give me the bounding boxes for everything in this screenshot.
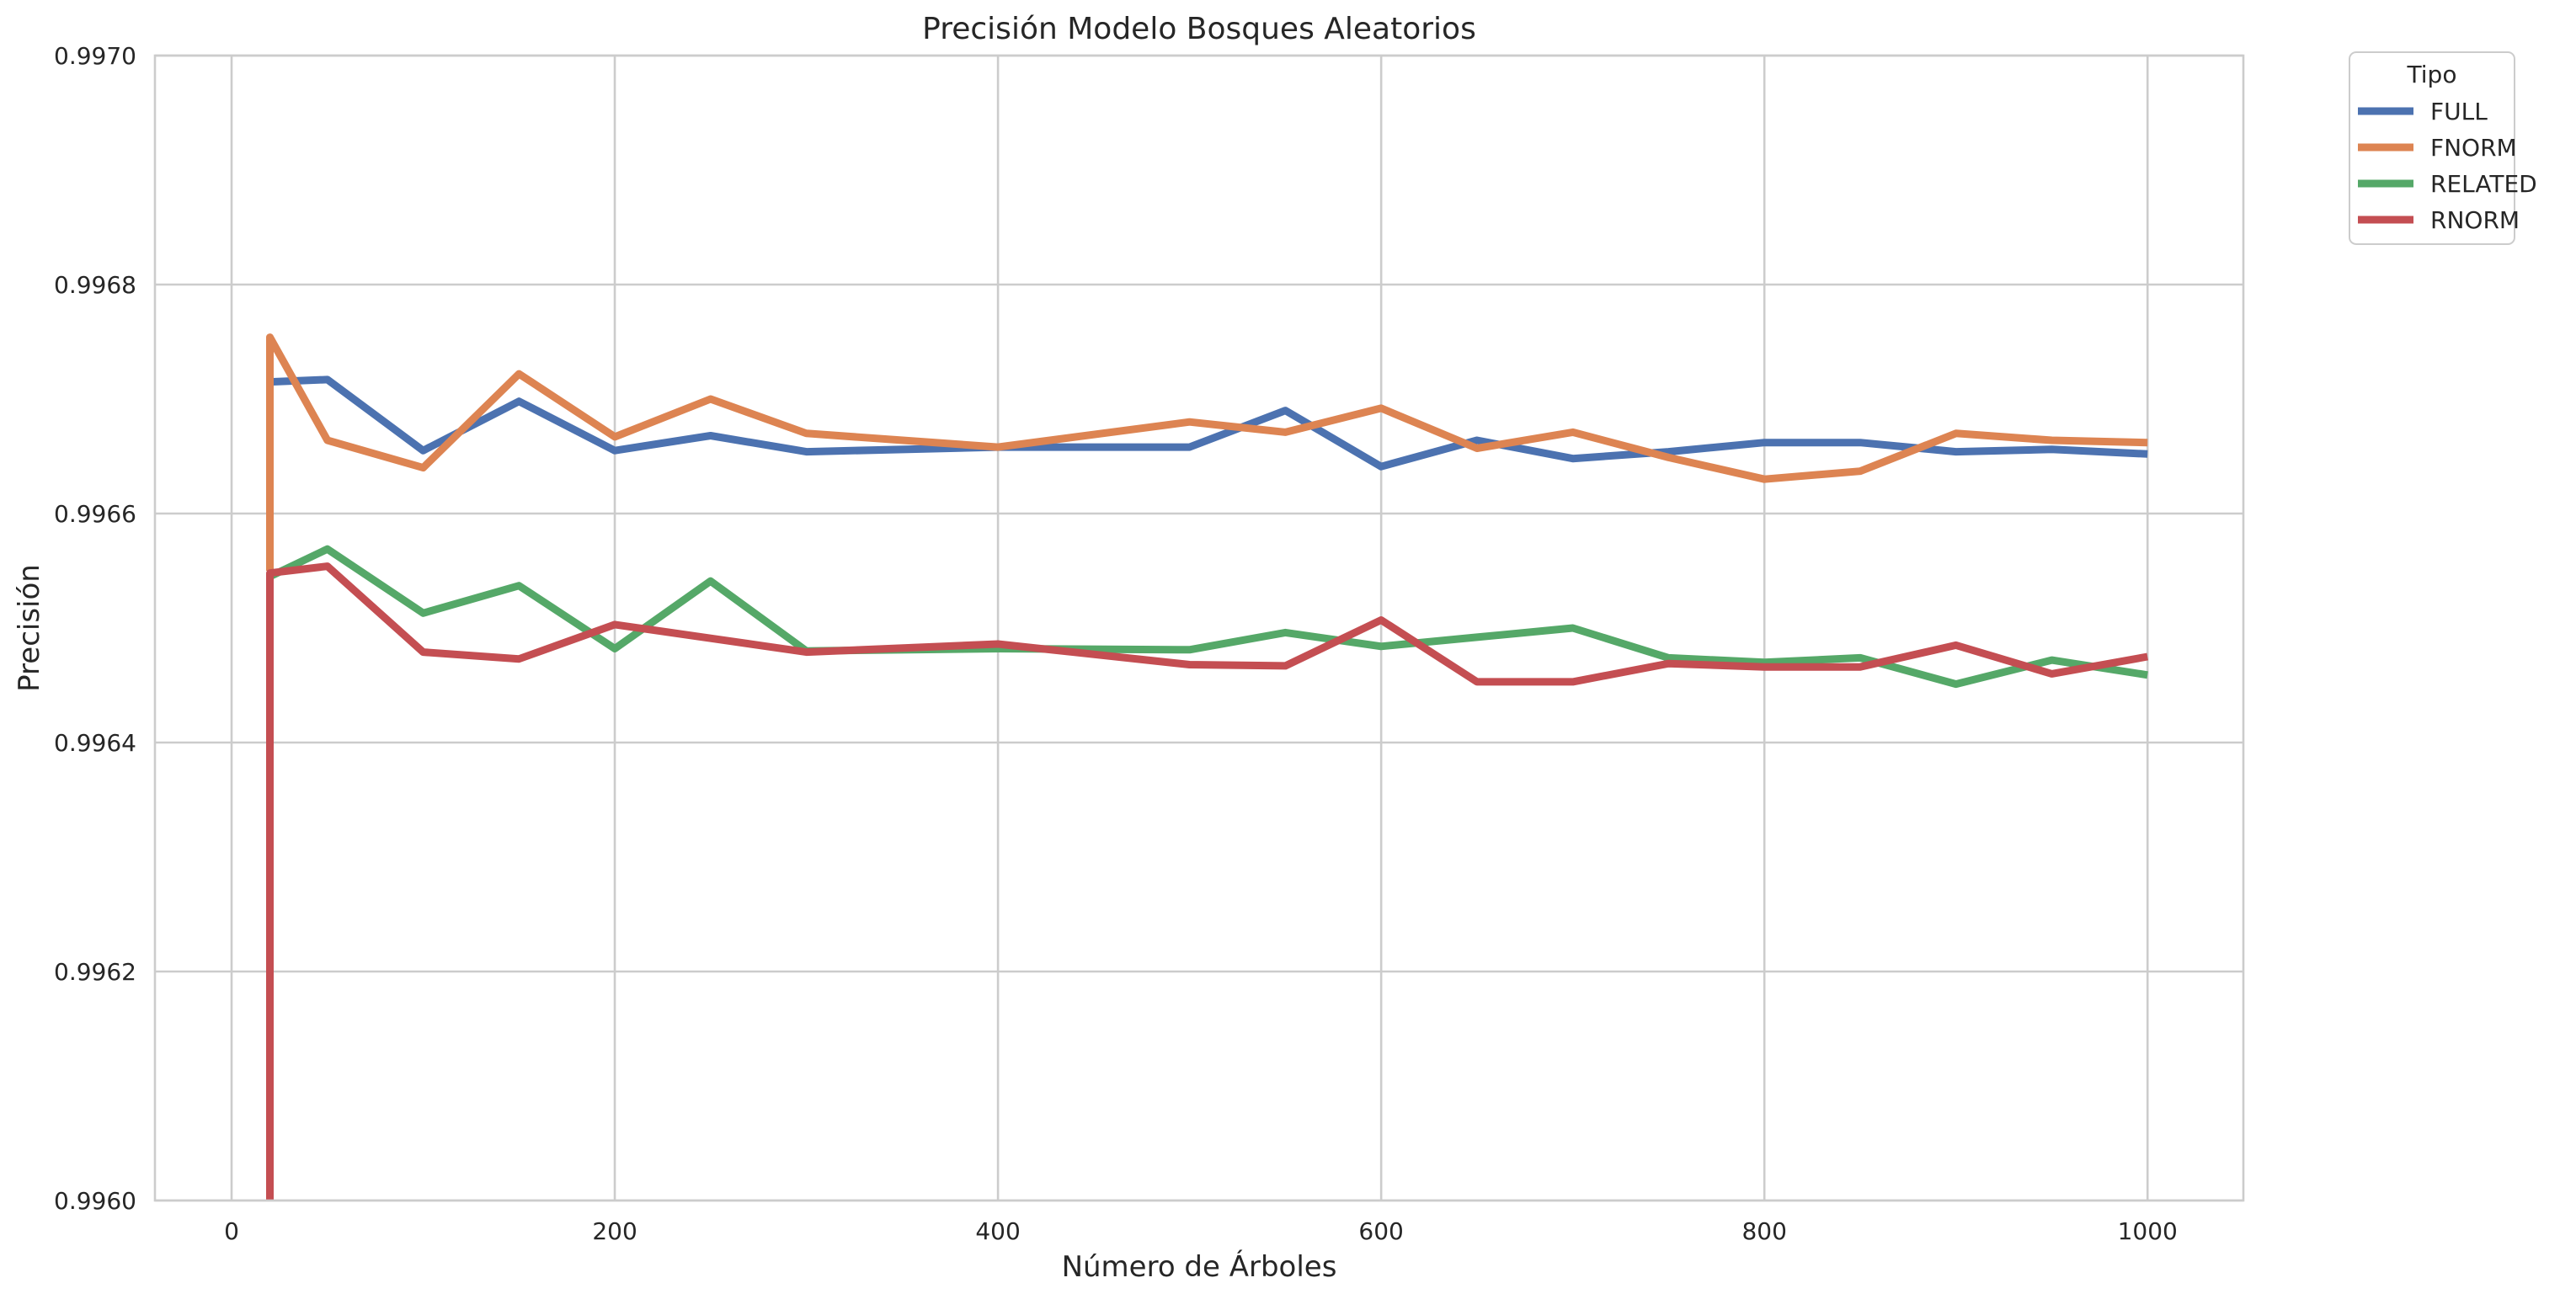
legend-label-fnorm: FNORM xyxy=(2430,134,2517,162)
y-gridlines xyxy=(155,54,2243,1202)
y-tick-label: 0.9962 xyxy=(54,958,136,986)
plot-frame xyxy=(153,54,2245,1202)
legend-box xyxy=(2349,51,2515,245)
y-tick-label: 0.9964 xyxy=(54,729,136,757)
x-tick-label: 800 xyxy=(1741,1217,1786,1245)
x-tick-label: 0 xyxy=(224,1217,239,1245)
legend-label-rnorm: RNORM xyxy=(2430,206,2520,234)
x-gridlines xyxy=(230,56,2149,1201)
series-line-full xyxy=(269,375,2148,471)
y-tick-label: 0.9960 xyxy=(54,1187,136,1215)
legend-label-full: FULL xyxy=(2430,98,2488,125)
x-tick-labels: 0 200 400 600 800 1000 xyxy=(224,1217,2178,1245)
legend-label-related: RELATED xyxy=(2430,170,2537,198)
y-tick-label: 0.9966 xyxy=(54,500,136,528)
y-tick-label: 0.9968 xyxy=(54,271,136,299)
y-tick-label: 0.9970 xyxy=(54,42,136,70)
series-lines xyxy=(266,333,2148,1201)
y-axis-title: Precisión xyxy=(13,564,46,692)
x-tick-label: 400 xyxy=(975,1217,1020,1245)
series-line-related xyxy=(268,545,2148,689)
chart-title: Precisión Modelo Bosques Aleatorios xyxy=(922,12,1476,46)
y-tick-labels: 0.9960 0.9962 0.9964 0.9966 0.9968 0.9970 xyxy=(54,42,136,1215)
x-axis-title: Número de Árboles xyxy=(1062,1249,1337,1284)
x-tick-label: 600 xyxy=(1358,1217,1403,1245)
legend-title: Tipo xyxy=(2407,61,2457,88)
x-tick-label: 200 xyxy=(592,1217,637,1245)
series-line-rnorm xyxy=(266,562,2148,1201)
x-tick-label: 1000 xyxy=(2118,1217,2178,1245)
series-line-fnorm xyxy=(266,333,2148,571)
legend: Tipo FULL FNORM RELATED RNORM xyxy=(2349,51,2537,245)
